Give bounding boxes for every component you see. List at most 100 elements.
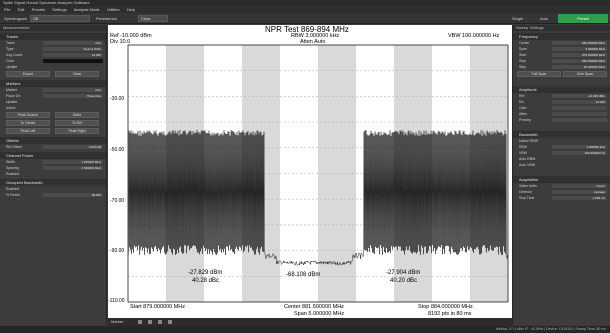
peak-search-button[interactable]: Peak Search <box>6 112 50 118</box>
detector-row: Detector Average <box>519 190 607 194</box>
atten-select[interactable] <box>552 112 607 116</box>
step-input[interactable]: 20.000000 MHz <box>552 65 607 69</box>
record-icon[interactable] <box>158 320 162 324</box>
stop-freq-row: Stop 884.000000 MHz <box>519 59 607 63</box>
zero-span-button[interactable]: Zero Span <box>563 71 607 77</box>
span-value: Span 5.000000 MHz <box>294 311 345 317</box>
div-value: Div 10.0 <box>110 39 131 45</box>
auto-button[interactable]: Auto <box>540 16 549 21</box>
clear-trace-button[interactable]: Clear <box>55 71 99 77</box>
menu-edit[interactable]: Edit <box>17 7 25 12</box>
clear-persistence-button[interactable]: Clear <box>138 15 168 22</box>
update-row: Update <box>6 65 18 69</box>
left-panel-header: Measurements <box>0 25 106 31</box>
ref-row: Ref -10.000 dBm <box>519 94 607 98</box>
preamp-select[interactable] <box>552 118 607 122</box>
menu-help[interactable]: Help <box>126 7 136 12</box>
marker-bar-label: Marker <box>111 319 124 324</box>
preset-button[interactable]: Preset <box>558 14 608 23</box>
menu-presets[interactable]: Presets <box>31 7 46 12</box>
right-panel-header: Sweep Settings <box>513 25 610 31</box>
trace-type-select[interactable]: Clear & Write <box>43 47 103 51</box>
marker-select[interactable]: One <box>43 88 103 92</box>
preamp-row: Preamp <box>513 117 610 123</box>
toolbar: Spectrogram Off Persistence Clear Single… <box>0 13 610 24</box>
spectrum-chart[interactable]: NPR Test 869-894 MHz Ref -10.000 dBm Div… <box>108 25 512 318</box>
menu-file[interactable]: File <box>4 7 11 12</box>
detector-select[interactable]: Average <box>552 190 607 194</box>
markers-section-header[interactable]: Markers <box>0 80 106 87</box>
step-row: Step 20.000000 MHz <box>519 65 607 69</box>
to-center-button[interactable]: To Center <box>6 120 50 126</box>
native-rbw-row: Native RBW <box>519 139 539 143</box>
channel-power-section-header[interactable]: Channel Power <box>0 152 106 159</box>
span-row: Span 5.000000 MHz <box>519 47 607 51</box>
auto-rbw-row: Auto RBW <box>519 157 536 161</box>
occupied-bw-section-header[interactable]: Occupied Bandwidth <box>0 179 106 186</box>
amplitude-section-header[interactable]: Amplitude <box>513 86 610 93</box>
start-freq-input[interactable]: 879.000000 MHz <box>552 53 607 57</box>
menu-analysis-mode[interactable]: Analysis Mode <box>73 7 100 12</box>
start-frequency: Start 879.000000 MHz <box>130 304 186 310</box>
frequency-section-header[interactable]: Frequency <box>513 33 610 40</box>
ref-level: Ref -10.000 dBm <box>110 33 152 39</box>
play-icon[interactable] <box>148 320 152 324</box>
right-channel-ratio: 40.20 dBc <box>390 278 418 284</box>
export-button[interactable]: Export <box>6 71 50 77</box>
ref-input[interactable]: -10.000 dBm <box>552 94 607 98</box>
trace-color-swatch[interactable] <box>43 59 103 63</box>
marker-row: Marker One <box>6 88 103 92</box>
stop-frequency: Stop 884.000000 MHz <box>418 304 473 310</box>
persistence-toggle[interactable]: Persistence <box>96 16 117 21</box>
vbw-input[interactable]: 100.000000 Hz <box>552 151 607 155</box>
span-input[interactable]: 5.000000 MHz <box>552 47 607 51</box>
place-on-select[interactable]: Trace One <box>43 94 103 98</box>
avg-count-row: Avg Count 10.000 <box>6 53 103 57</box>
stop-icon[interactable] <box>138 320 142 324</box>
menu-settings[interactable]: Settings <box>52 7 67 12</box>
rbw-row: RBW 3.000000 kHz <box>519 145 607 149</box>
place-on-row: Place On Trace One <box>6 94 103 98</box>
vbw-value: VBW 100.000000 Hz <box>448 33 500 39</box>
avg-count-input[interactable]: 10.000 <box>43 53 103 57</box>
plot-border <box>127 44 509 303</box>
delta-button[interactable]: Delta <box>55 112 99 118</box>
peak-left-button[interactable]: Peak Left <box>6 128 50 134</box>
rbw-input[interactable]: 3.000000 kHz <box>552 145 607 149</box>
single-button[interactable]: Single <box>512 16 524 21</box>
menu-utilities[interactable]: Utilities <box>106 7 120 12</box>
div-input[interactable]: 10.000 <box>552 100 607 104</box>
chart-title: NPR Test 869-894 MHz <box>265 25 349 34</box>
percent-power-input[interactable]: 99.000 <box>43 193 103 197</box>
trace-select[interactable]: One <box>43 41 103 45</box>
y-tick-label: -70.00 <box>110 198 125 204</box>
to-ref-button[interactable]: To Ref <box>55 120 99 126</box>
width-row: Width 1.200000 MHz <box>6 160 103 164</box>
spectrogram-select[interactable]: Off <box>30 15 90 22</box>
pause-icon[interactable] <box>168 320 172 324</box>
y-tick-label: -50.00 <box>110 147 125 153</box>
traces-section-header[interactable]: Traces <box>0 33 106 40</box>
acquisition-section-header[interactable]: Acquisition <box>513 176 610 183</box>
center-freq-input[interactable]: 881.500000 MHz <box>552 41 607 45</box>
marker-active-row: Active <box>6 106 16 110</box>
width-input[interactable]: 1.200000 MHz <box>43 160 103 164</box>
bandwidth-section-header[interactable]: Bandwidth <box>513 131 610 138</box>
right-channel-power: -27.904 dBm <box>386 270 421 276</box>
video-units-select[interactable]: Power <box>552 184 607 188</box>
video-units-row: Video Units Power <box>519 184 607 188</box>
peak-right-button[interactable]: Peak Right <box>55 128 99 134</box>
ref-offset-row: Ref Offset 0.000 dB <box>6 145 103 149</box>
window-title: Spike Signal Hound Spectrum Analyzer Sof… <box>0 0 610 6</box>
offsets-section-header[interactable]: Offsets <box>0 137 106 144</box>
swp-time-input[interactable]: 1.000 ms <box>552 196 607 200</box>
y-tick-label: -110.00 <box>108 298 125 304</box>
rbw-value: RBW 3.000000 kHz <box>291 33 340 39</box>
full-span-button[interactable]: Full Span <box>517 71 561 77</box>
gain-select[interactable] <box>552 106 607 110</box>
spacing-input[interactable]: 1.500000 MHz <box>43 166 103 170</box>
marker-update-row: Update <box>6 100 18 104</box>
ref-offset-input[interactable]: 0.000 dB <box>43 145 103 149</box>
spectrum-trace <box>127 130 509 266</box>
stop-freq-input[interactable]: 884.000000 MHz <box>552 59 607 63</box>
